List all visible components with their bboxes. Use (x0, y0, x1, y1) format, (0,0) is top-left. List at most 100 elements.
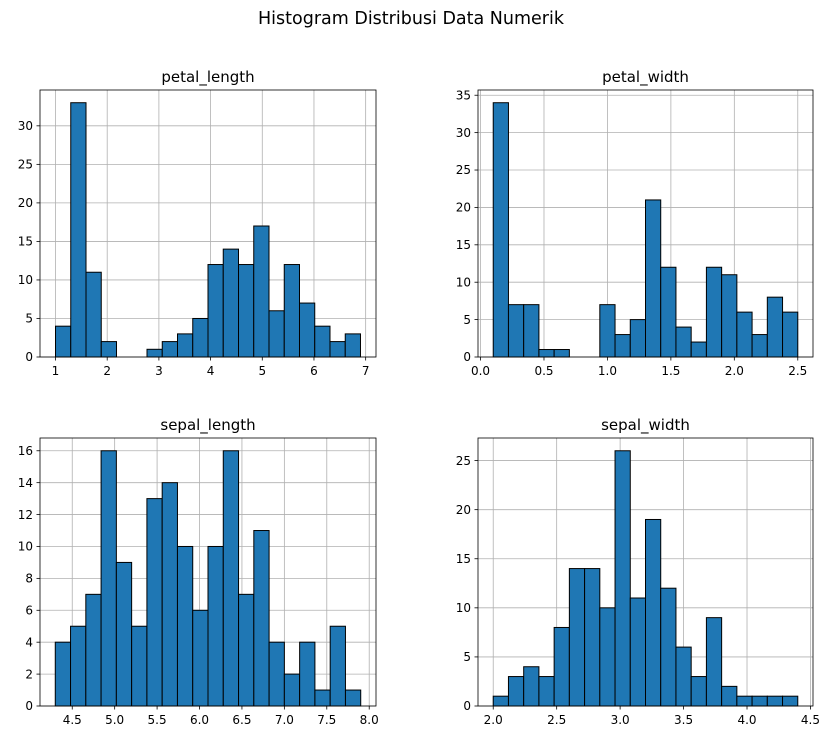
y-tick-label: 10 (18, 273, 33, 287)
x-tick-label: 4.5 (801, 713, 820, 727)
histogram-bar (766, 695, 784, 707)
grid-lines (40, 90, 376, 358)
histogram-bar (238, 593, 255, 707)
y-tick-label: 10 (456, 275, 471, 289)
histogram-bar (299, 641, 316, 707)
x-tick-label: 2 (103, 364, 111, 378)
histogram-bar (675, 646, 692, 707)
y-tick-label: 16 (18, 444, 33, 458)
histogram-bar (176, 545, 194, 707)
histogram-bar (599, 607, 616, 707)
histogram-bar (329, 625, 346, 707)
y-tick-label: 15 (456, 238, 471, 252)
histogram-bar (207, 264, 224, 358)
x-tick-label: 7.0 (275, 713, 294, 727)
x-tick-label: 8.0 (360, 713, 379, 727)
x-tick-label: 6 (310, 364, 318, 378)
histogram-bar (507, 304, 525, 358)
histogram-bar (85, 271, 102, 358)
x-tick-label: 6.0 (190, 713, 209, 727)
histogram-bar (222, 248, 239, 358)
subplot-title: sepal_length (160, 416, 255, 435)
histogram-bar (690, 676, 707, 707)
y-tick-label: 15 (456, 552, 471, 566)
histogram-bar (629, 597, 646, 707)
histogram-bar (54, 641, 72, 707)
y-tick-label: 0 (463, 350, 471, 364)
histogram-bar (553, 349, 570, 358)
y-tick-label: 20 (456, 503, 471, 517)
y-axis: 0 5 10 15 20 25 30 35 (456, 88, 478, 364)
histogram-bar (766, 296, 784, 358)
y-tick-label: 25 (456, 163, 471, 177)
histogram-bar (675, 326, 692, 358)
histogram-bar (115, 561, 133, 707)
axes-frame (477, 89, 814, 358)
histogram-bar (146, 348, 163, 358)
x-axis: 2.0 2.5 3.0 3.5 4.0 4.5 (484, 706, 820, 727)
y-tick-label: 35 (456, 88, 471, 102)
histogram-bar (751, 334, 768, 358)
histogram-bars (492, 102, 799, 358)
subplot-title: petal_width (602, 68, 689, 87)
x-tick-label: 2.5 (547, 713, 566, 727)
histogram-bar (268, 641, 285, 707)
histogram-bar (100, 341, 118, 358)
x-tick-label: 3.0 (611, 713, 630, 727)
y-tick-label: 0 (463, 699, 471, 713)
histogram-panel-petal_length: 1 2 3 4 5 6 7 0 5 10 15 20 25 30 petal_length (18, 68, 377, 378)
histogram-bar (253, 225, 270, 358)
y-tick-label: 25 (456, 454, 471, 468)
x-tick-label: 5.0 (105, 713, 124, 727)
histogram-bar (721, 274, 738, 358)
histogram-bar (70, 625, 87, 707)
histogram-bar (660, 587, 677, 707)
x-axis: 4.5 5.0 5.5 6.0 6.5 7.0 7.5 8.0 (63, 706, 379, 727)
x-tick-label: 5.5 (148, 713, 167, 727)
x-tick-label: 2.0 (725, 364, 744, 378)
histogram-bar (523, 666, 540, 707)
histogram-bar (100, 450, 117, 707)
histogram-bar (660, 266, 677, 358)
x-tick-label: 7.5 (317, 713, 336, 727)
x-tick-label: 1.5 (661, 364, 680, 378)
histogram-bar (329, 341, 346, 358)
histogram-bar (705, 266, 723, 358)
y-axis: 0 5 10 15 20 25 30 (18, 119, 40, 364)
histogram-bar (492, 695, 509, 707)
x-tick-label: 4.5 (63, 713, 82, 727)
histogram-bar (283, 264, 300, 358)
x-tick-label: 3 (155, 364, 163, 378)
histogram-bar (344, 689, 362, 707)
histogram-bar (314, 689, 331, 707)
histogram-bar (523, 304, 540, 358)
histogram-panel-sepal_width: 2.0 2.5 3.0 3.5 4.0 4.5 0 5 10 15 20 25 sepal_width (456, 416, 820, 727)
histogram-bar (721, 685, 738, 707)
histogram-bar (629, 319, 646, 358)
histogram-bar (507, 676, 525, 707)
histogram-bars (54, 450, 362, 707)
histogram-bar (538, 349, 555, 358)
y-tick-label: 20 (18, 196, 33, 210)
y-tick-label: 20 (456, 201, 471, 215)
axes-frame (39, 437, 377, 707)
x-tick-label: 4.0 (737, 713, 756, 727)
histogram-bar (192, 609, 209, 707)
histogram-bar (782, 695, 799, 707)
histogram-bar (222, 450, 240, 707)
y-tick-label: 5 (463, 313, 471, 327)
histogram-bar (177, 333, 194, 358)
y-tick-label: 14 (18, 476, 33, 490)
histogram-bars (55, 102, 361, 358)
histogram-bar (645, 199, 662, 358)
histogram-bar (492, 102, 509, 358)
histogram-bar (237, 264, 255, 358)
x-tick-label: 0.5 (534, 364, 553, 378)
x-axis: 0.0 0.5 1.0 1.5 2.0 2.5 (471, 357, 807, 378)
x-tick-label: 3.5 (674, 713, 693, 727)
histogram-bar (614, 450, 631, 707)
x-tick-label: 7 (362, 364, 370, 378)
